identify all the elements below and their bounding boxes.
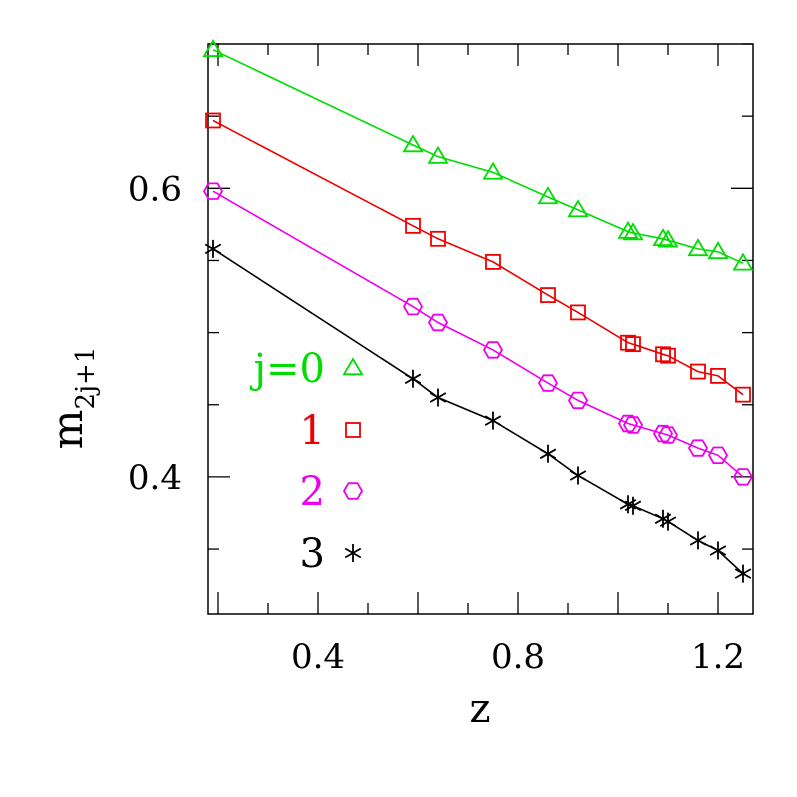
legend-marker [342,482,364,500]
data-point [539,444,557,463]
data-point [652,228,674,247]
data-point [625,336,641,353]
data-point [622,222,644,241]
data-point [652,424,674,443]
data-point [617,220,639,239]
data-point [537,186,559,205]
data-point [689,531,707,550]
data-point [707,446,729,465]
legend-marker [344,544,362,562]
data-point [710,367,726,384]
data-point [659,512,677,531]
data-point [707,241,729,259]
data-point [690,363,706,380]
series-markers [202,38,754,583]
data-point [402,134,424,153]
x-axis-label: z [469,686,490,732]
data-point [567,391,589,410]
data-point [427,145,449,164]
legend-label: j=0 [250,346,325,392]
data-point [427,313,449,332]
data-point [482,161,504,180]
axis-ticks: 0.4 0.8 1.2 0.4 0.6 [128,43,753,677]
y-axis-label: m2j+1 [43,347,101,450]
data-point [735,386,751,403]
plot-frame [207,43,754,615]
data-point [570,304,586,321]
legend-marker [342,357,364,376]
data-point [709,541,727,560]
series-line [212,190,744,478]
data-point [405,217,421,234]
data-point [655,346,671,363]
data-point [205,112,221,129]
legend-label: 3 [300,531,325,577]
legend-label: 1 [300,408,325,454]
x-tick-label: 0.8 [491,637,545,677]
series-line [212,119,744,396]
data-point [202,38,224,57]
data-point [624,496,642,515]
data-point [482,341,504,359]
data-point [732,252,754,271]
data-point [485,253,501,270]
data-point [687,238,709,257]
legend-label: 2 [300,469,325,515]
data-point [430,230,446,247]
data-point [402,297,424,316]
data-point [617,414,639,433]
y-tick-label: 0.6 [128,169,182,209]
data-point [732,468,754,486]
x-tick-label: 0.4 [291,637,345,677]
data-point [687,439,709,457]
data-point [660,347,676,364]
data-point [204,239,222,258]
data-point [734,564,752,583]
legend: j=0 1 2 3 [250,346,364,577]
data-point [537,374,559,392]
data-point [657,426,679,444]
data-point [202,182,224,200]
data-point [657,229,679,248]
data-point [484,411,502,430]
legend-marker [345,422,361,438]
data-point [404,369,422,388]
data-point [569,466,587,485]
y-axis-label-base: m [43,410,92,450]
data-point [622,416,644,434]
y-tick-label: 0.4 [128,458,182,498]
data-point [540,287,556,303]
y-axis-label-subscript: 2j+1 [71,347,101,410]
x-tick-label: 1.2 [691,637,745,677]
data-point [567,199,589,218]
data-point [620,334,636,351]
series-lines [212,49,744,575]
data-point [429,388,447,407]
